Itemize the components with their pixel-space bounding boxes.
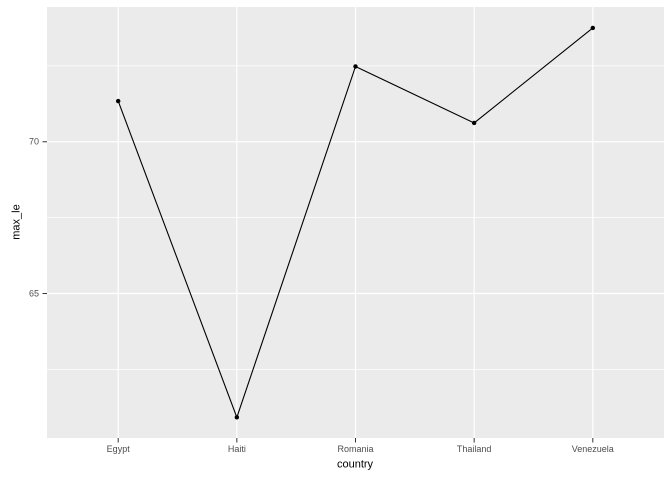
y-axis-title: max_le	[10, 204, 23, 240]
y-tick-label: 70	[28, 136, 39, 147]
data-point	[471, 120, 477, 126]
x-axis-title: country	[336, 458, 374, 471]
data-point	[234, 415, 240, 420]
x-tick-label: Romania	[337, 444, 374, 454]
x-tick-label: Egypt	[106, 444, 130, 454]
data-point	[115, 98, 121, 104]
x-tick-label: Venezuela	[571, 444, 614, 454]
x-tick-label: Haiti	[227, 444, 246, 454]
data-point	[353, 64, 358, 69]
y-tick-label: 65	[28, 288, 39, 299]
data-point	[590, 25, 596, 31]
x-tick-label: Thailand	[456, 444, 492, 454]
